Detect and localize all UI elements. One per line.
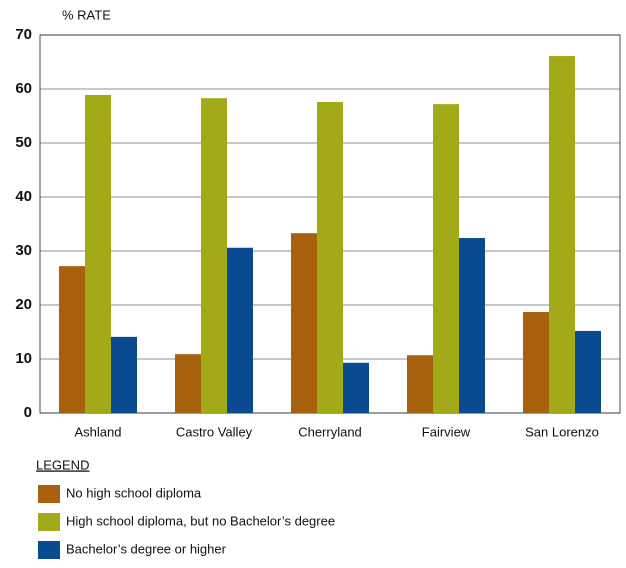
bar: [407, 355, 433, 413]
y-tick-label: 10: [15, 350, 32, 367]
y-tick-label: 0: [24, 404, 32, 421]
bar: [459, 238, 485, 413]
bar: [433, 104, 459, 414]
y-tick-label: 60: [15, 80, 32, 97]
bar: [227, 247, 253, 413]
legend-title: LEGEND: [36, 457, 89, 472]
bar: [291, 233, 317, 413]
x-tick-label: Cherryland: [298, 424, 362, 439]
bar: [343, 362, 369, 413]
x-tick-label: San Lorenzo: [525, 424, 599, 439]
y-tick-label: 30: [15, 242, 32, 259]
x-tick-label: Castro Valley: [176, 424, 253, 439]
bar: [111, 336, 137, 413]
legend-swatch: [38, 485, 60, 503]
y-tick-label: 40: [15, 188, 32, 205]
bar: [549, 56, 575, 414]
y-tick-label: 20: [15, 296, 32, 313]
x-tick-label: Ashland: [75, 424, 122, 439]
legend-label: No high school diploma: [66, 485, 202, 500]
y-axis-label: % RATE: [62, 7, 111, 22]
bar: [317, 101, 343, 414]
bar: [59, 266, 85, 413]
y-tick-label: 50: [15, 134, 32, 151]
bar: [575, 330, 601, 413]
bar: [85, 94, 111, 413]
x-tick-label: Fairview: [422, 424, 471, 439]
y-tick-label: 70: [15, 26, 32, 43]
legend-label: High school diploma, but no Bachelor’s d…: [66, 513, 335, 528]
bar: [175, 354, 201, 413]
legend-swatch: [38, 541, 60, 559]
bar: [201, 98, 227, 414]
legend-swatch: [38, 513, 60, 531]
bar: [523, 312, 549, 413]
legend-label: Bachelor’s degree or higher: [66, 541, 227, 556]
